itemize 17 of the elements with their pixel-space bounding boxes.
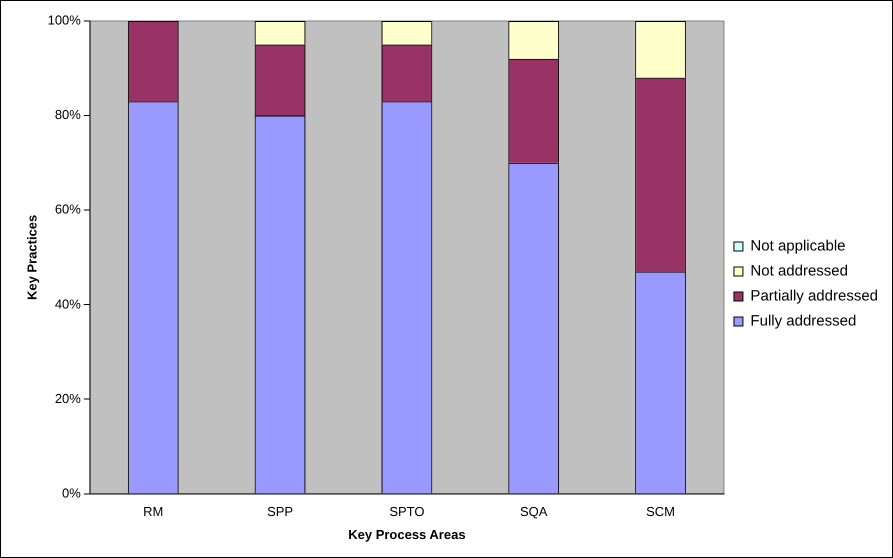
y-tick-label: 40% <box>54 296 82 312</box>
x-tick-label: SCM <box>646 504 675 520</box>
x-tick-label: SQA <box>520 504 548 520</box>
legend-label: Fully addressed <box>750 312 856 330</box>
x-tick-label: SPTO <box>389 504 424 520</box>
legend-label: Not addressed <box>750 262 848 280</box>
y-tick-label: 100% <box>48 12 82 28</box>
legend-label: Partially addressed <box>750 288 878 305</box>
y-tick-label: 80% <box>54 107 82 122</box>
y-tick-label: 20% <box>54 390 82 406</box>
y-axis-title: Key Practices <box>24 214 40 300</box>
y-tick-label: 0% <box>62 485 82 500</box>
x-tick-label: SPP <box>267 504 294 520</box>
legend-label: Not applicable <box>750 238 846 255</box>
x-axis-title: Key Process Areas <box>348 526 466 542</box>
x-tick-label: RM <box>143 504 164 520</box>
y-tick-label: 60% <box>54 202 82 217</box>
